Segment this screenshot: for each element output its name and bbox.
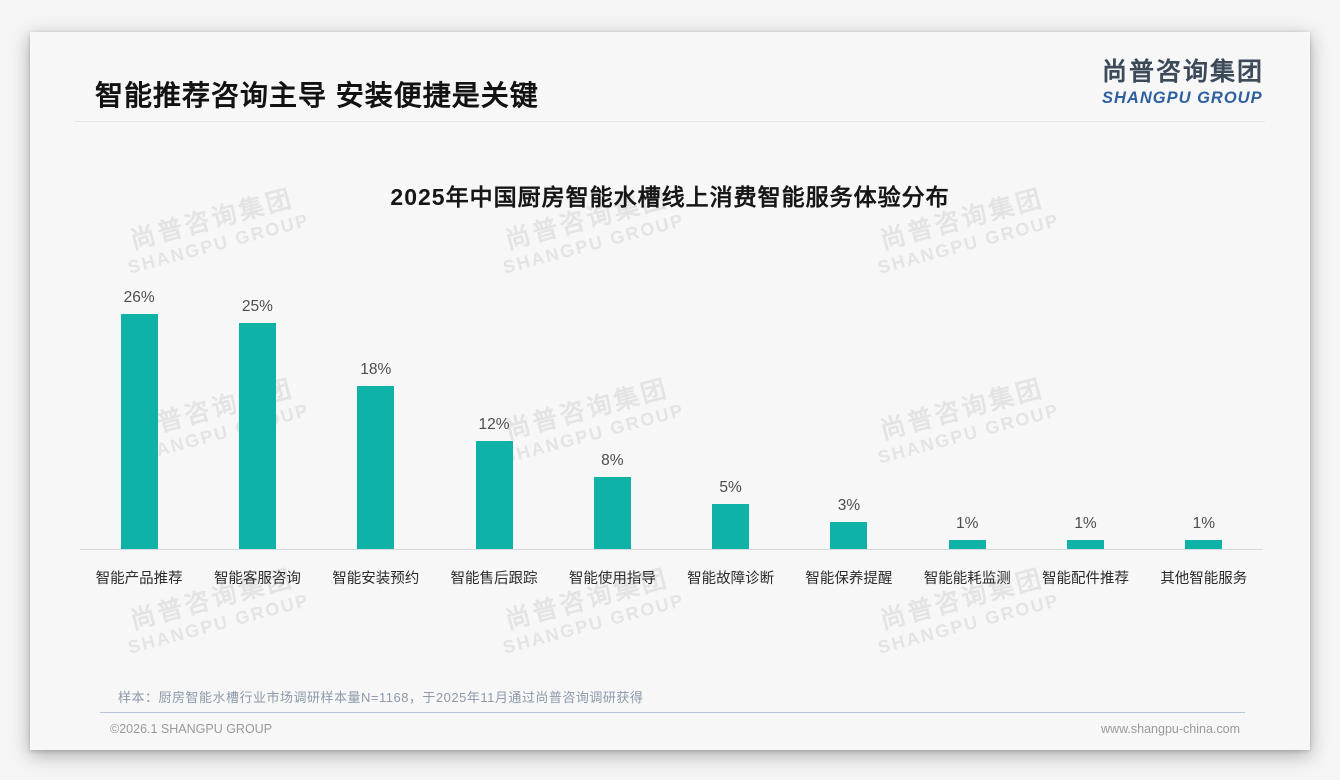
company-logo: 尚普咨询集团 SHANGPU GROUP [1102, 52, 1267, 108]
bar-column: 5% [671, 272, 789, 549]
bar-value-label: 12% [478, 415, 510, 433]
bar [948, 539, 986, 549]
copyright: ©2026.1 SHANGPU GROUP [110, 722, 273, 736]
sample-note: 样本：厨房智能水槽行业市场调研样本量N=1168，于2025年11月通过尚普咨询… [118, 690, 644, 705]
category-label: 其他智能服务 [1160, 571, 1248, 587]
website: www.shangpu-china.com [1101, 722, 1240, 736]
category-label: 智能产品推荐 [95, 571, 183, 587]
watermark-english: SHANGPU GROUP [875, 589, 1062, 658]
category-label: 智能保养提醒 [805, 571, 893, 587]
bar-column: 3% [790, 272, 908, 549]
bar-value-label: 1% [1192, 514, 1216, 532]
category-label: 智能故障诊断 [687, 571, 775, 587]
bar-value-label: 8% [601, 451, 624, 469]
category-label: 智能使用指导 [568, 571, 656, 587]
category-axis: 智能产品推荐 智能客服咨询 智能安装预约 智能售后跟踪 智能使用指导 智能故障诊断 智能保养… [80, 551, 1263, 588]
bar-value-label: 26% [123, 288, 155, 306]
bar-column: 1% [908, 272, 1026, 549]
bar [238, 323, 276, 549]
category-label: 智能客服咨询 [213, 571, 301, 587]
bar-column: 26% [80, 272, 198, 549]
watermark-english: SHANGPU GROUP [500, 589, 687, 658]
bar-column: 1% [1145, 272, 1263, 549]
bar-value-label: 1% [1074, 514, 1097, 532]
bar [712, 503, 750, 549]
watermark-english: SHANGPU GROUP [500, 209, 687, 278]
footer-divider [100, 712, 1245, 713]
chart-title: 2025年中国厨房智能水槽线上消费智能服务体验分布 [390, 184, 950, 210]
watermark-english: SHANGPU GROUP [125, 209, 312, 278]
category-label: 智能配件推荐 [1042, 571, 1130, 587]
bar [1185, 539, 1223, 549]
category-label: 智能能耗监测 [923, 571, 1011, 587]
bar-value-label: 1% [956, 514, 979, 532]
category-label: 智能售后跟踪 [450, 571, 538, 587]
bar-value-label: 25% [241, 298, 273, 315]
bar [593, 476, 631, 549]
bar-value-label: 3% [837, 496, 861, 514]
bar-column: 25% [198, 272, 316, 549]
bar [120, 313, 158, 549]
bar-column: 18% [317, 272, 435, 549]
bar [830, 521, 868, 549]
bar [1067, 539, 1105, 549]
title-divider [75, 121, 1265, 122]
bar-column: 1% [1026, 272, 1144, 549]
page-title: 智能推荐咨询主导 安装便捷是关键 [95, 80, 539, 111]
bar-column: 8% [553, 272, 671, 549]
bar-column: 12% [435, 272, 553, 549]
watermark-english: SHANGPU GROUP [875, 209, 1062, 278]
logo-chinese-text: 尚普咨询集团 [1102, 58, 1265, 86]
plot-area: 26% 25% 18% 12% 8% 5% 3% 1% 1% 1% [80, 272, 1263, 550]
watermark-english: SHANGPU GROUP [125, 589, 312, 658]
bar-value-label: 5% [719, 478, 742, 496]
bar [357, 386, 395, 549]
slide-card: 尚普咨询集团 SHANGPU GROUP 尚普咨询集团 SHANGPU GROUP 尚普… [30, 32, 1310, 750]
logo-english-text: SHANGPU GROUP [1102, 89, 1263, 107]
bar-value-label: 18% [360, 361, 392, 379]
bar [475, 440, 513, 549]
category-label: 智能安装预约 [332, 571, 420, 587]
